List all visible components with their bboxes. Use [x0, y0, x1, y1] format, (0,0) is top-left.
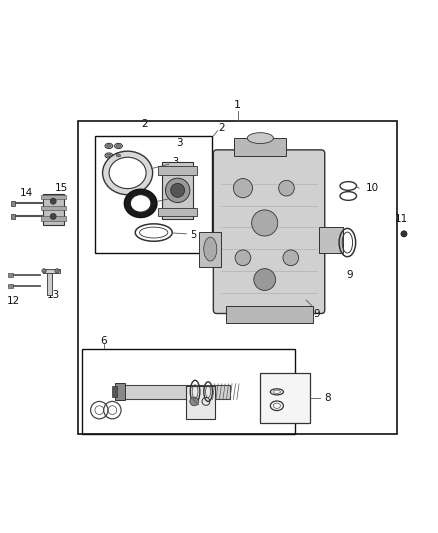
- Bar: [158, 166, 197, 175]
- Text: 9: 9: [346, 270, 353, 280]
- Ellipse shape: [116, 144, 120, 147]
- Text: 6: 6: [100, 336, 107, 346]
- Text: 3: 3: [173, 157, 179, 167]
- Text: 15: 15: [55, 183, 68, 193]
- Ellipse shape: [102, 151, 152, 195]
- Bar: [41, 216, 66, 221]
- Bar: [186, 386, 215, 419]
- Ellipse shape: [109, 157, 146, 189]
- Bar: [41, 195, 66, 199]
- Ellipse shape: [116, 154, 120, 157]
- Bar: [78, 120, 397, 434]
- Text: 4: 4: [169, 169, 176, 179]
- Circle shape: [50, 213, 56, 220]
- Text: 2: 2: [218, 123, 225, 133]
- Text: 12: 12: [7, 296, 20, 306]
- Ellipse shape: [105, 153, 113, 158]
- Bar: [112, 386, 117, 397]
- Bar: [319, 228, 343, 254]
- FancyBboxPatch shape: [213, 150, 325, 313]
- Circle shape: [283, 250, 299, 265]
- Circle shape: [233, 179, 253, 198]
- Ellipse shape: [107, 154, 111, 157]
- Circle shape: [50, 198, 56, 204]
- Bar: [43, 269, 60, 273]
- Circle shape: [166, 178, 190, 203]
- Bar: [95, 136, 212, 254]
- Text: 3: 3: [177, 138, 183, 148]
- Text: 13: 13: [47, 290, 60, 300]
- Bar: [162, 162, 193, 219]
- Bar: [226, 305, 313, 323]
- Bar: [158, 208, 197, 216]
- Text: 14: 14: [20, 188, 33, 198]
- Text: 11: 11: [395, 214, 408, 224]
- Text: 2: 2: [142, 119, 148, 129]
- Ellipse shape: [124, 189, 157, 217]
- Circle shape: [401, 231, 407, 237]
- Bar: [11, 214, 15, 219]
- Circle shape: [190, 397, 198, 406]
- Ellipse shape: [105, 143, 113, 149]
- Text: 1: 1: [234, 100, 241, 110]
- Bar: [82, 349, 295, 434]
- Bar: [43, 194, 64, 225]
- Bar: [47, 271, 52, 295]
- Circle shape: [235, 250, 251, 265]
- Bar: [260, 373, 311, 423]
- Text: 7: 7: [195, 403, 202, 413]
- Bar: [117, 385, 230, 399]
- Bar: [199, 232, 221, 266]
- Bar: [8, 284, 13, 288]
- Ellipse shape: [115, 153, 122, 158]
- Text: 10: 10: [366, 183, 379, 193]
- Bar: [8, 273, 13, 277]
- Text: 4: 4: [181, 190, 187, 200]
- Text: 9: 9: [314, 309, 320, 319]
- Text: 8: 8: [325, 393, 331, 403]
- Text: 5: 5: [177, 205, 184, 215]
- Circle shape: [55, 269, 59, 273]
- Ellipse shape: [204, 237, 217, 261]
- Circle shape: [171, 183, 185, 197]
- Ellipse shape: [115, 143, 122, 149]
- Bar: [115, 383, 125, 400]
- Circle shape: [254, 269, 276, 290]
- Text: 16: 16: [111, 164, 125, 174]
- Text: 16: 16: [107, 161, 119, 172]
- Ellipse shape: [107, 144, 111, 147]
- Bar: [11, 201, 15, 206]
- Ellipse shape: [131, 195, 151, 212]
- Ellipse shape: [247, 133, 273, 143]
- Text: 5: 5: [190, 230, 196, 240]
- Bar: [234, 138, 286, 156]
- Bar: [41, 206, 66, 210]
- Circle shape: [279, 180, 294, 196]
- Circle shape: [252, 210, 278, 236]
- Circle shape: [42, 269, 46, 273]
